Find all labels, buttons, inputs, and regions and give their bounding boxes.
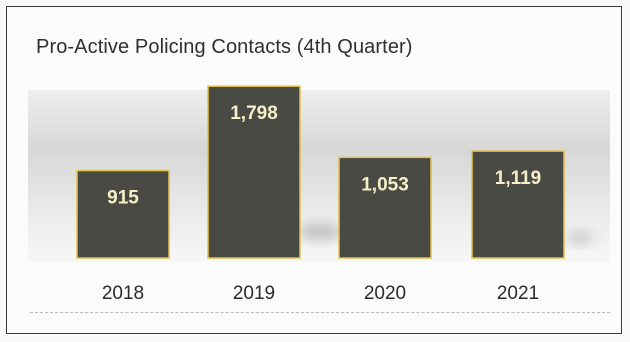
chart-title: Pro-Active Policing Contacts (4th Quarte…	[36, 36, 413, 58]
bar-2021	[471, 150, 565, 259]
x-tick-label-2021: 2021	[497, 283, 539, 304]
value-label-2021: 1,119	[495, 168, 542, 189]
shadow-blob	[298, 224, 342, 240]
value-label-2020: 1,053	[361, 174, 409, 195]
shadow-blob	[566, 232, 594, 244]
value-label-2019: 1,798	[230, 103, 278, 124]
x-tick-label-2019: 2019	[233, 283, 275, 304]
x-tick-label-2018: 2018	[102, 283, 144, 304]
bottom-rule	[30, 312, 610, 313]
bar-2020	[338, 156, 432, 259]
bar-2019	[207, 85, 301, 259]
bar-2018	[76, 169, 170, 259]
value-label-2018: 915	[107, 188, 139, 209]
x-tick-label-2020: 2020	[364, 283, 406, 304]
